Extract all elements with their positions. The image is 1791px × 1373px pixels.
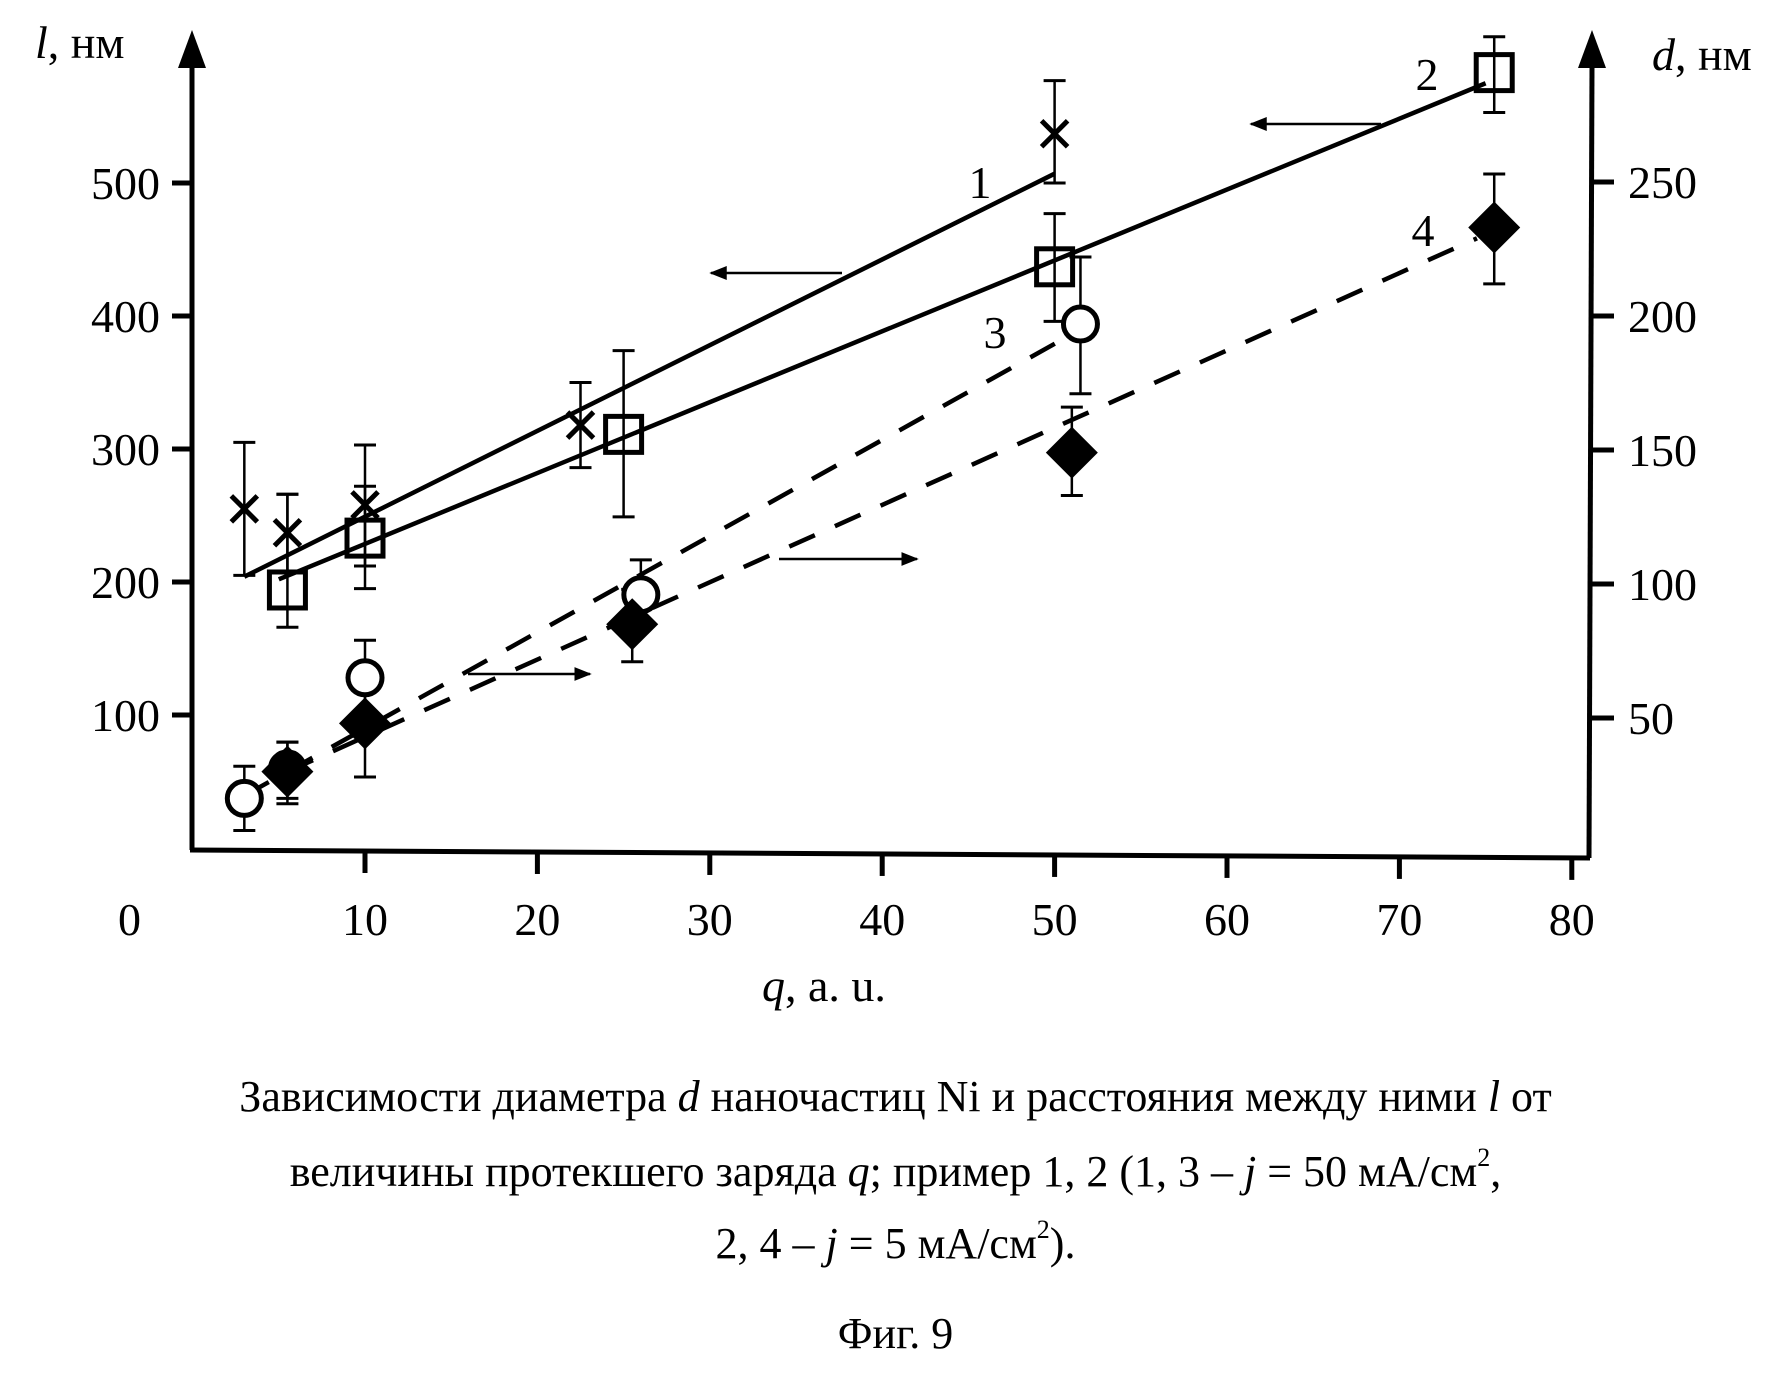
- right-y-tick-label: 100: [1628, 559, 1697, 610]
- square-marker: [1473, 52, 1515, 94]
- dual-axis-chart: 10 20 30 40 50 60 70 80100200300400500501001502…: [35, 17, 1752, 1011]
- cross-marker: [565, 410, 596, 440]
- left-y-tick-label: 100: [91, 690, 160, 741]
- series-labels: 1 2 3 4: [969, 49, 1439, 358]
- square-marker: [603, 413, 645, 455]
- caption-text: ,: [1490, 1147, 1502, 1196]
- data-markers: [224, 52, 1521, 818]
- circle-marker: [224, 778, 264, 818]
- x-tick-label: 20: [514, 894, 560, 945]
- caption-text: Зависимости диаметра: [239, 1072, 678, 1121]
- caption-text: ; пример 1, 2 (1, 3 –: [869, 1147, 1244, 1196]
- cross-marker: [350, 490, 380, 520]
- cross-marker: [229, 494, 260, 524]
- right-axis-unit: , нм: [1675, 29, 1752, 80]
- caption-superscript: 2: [1477, 1143, 1491, 1172]
- caption-text: величины протекшего заряда: [289, 1147, 848, 1196]
- x-axis-var: q: [762, 960, 785, 1011]
- fit-line-series-4: [286, 236, 1478, 774]
- caption-line-1: Зависимости диаметра d наночастиц Ni и р…: [0, 1075, 1791, 1119]
- circle-marker: [1060, 304, 1100, 344]
- diamond-marker: [339, 697, 391, 750]
- diamond-marker: [1468, 201, 1521, 254]
- circle-marker: [345, 658, 385, 698]
- fit-lines: [243, 81, 1487, 798]
- fit-line-series-2: [277, 81, 1487, 582]
- axes: [178, 30, 1606, 861]
- left-y-tick-label: 400: [91, 291, 160, 342]
- caption-var-l: l: [1487, 1072, 1501, 1121]
- caption-text: = 50 мА/см: [1256, 1147, 1478, 1196]
- ticks: [172, 179, 1614, 880]
- caption-var-q: q: [847, 1147, 870, 1196]
- caption-var-d: d: [677, 1072, 700, 1121]
- caption-text: наночастиц Ni и расстояния между ними: [699, 1072, 1488, 1121]
- right-axis-title: d, нм: [1652, 29, 1752, 80]
- left-axis-unit: , нм: [48, 17, 125, 68]
- square-marker: [1034, 246, 1076, 288]
- left-axis-var: l: [35, 17, 48, 68]
- cross-marker: [1039, 119, 1070, 149]
- left-axis-arrow-icon: [178, 30, 206, 68]
- x-axis: [189, 847, 1591, 861]
- series-label-2: 2: [1416, 49, 1439, 100]
- x-zero-label: 0: [118, 894, 141, 945]
- right-y-tick-label: 50: [1628, 693, 1674, 744]
- series-label-1: 1: [969, 157, 992, 208]
- square-marker: [266, 569, 308, 611]
- caption-text: 2, 4 –: [715, 1219, 826, 1268]
- right-y-axis: [1586, 65, 1595, 859]
- x-tick-label: 70: [1376, 894, 1422, 945]
- caption-line-2: величины протекшего заряда q; пример 1, …: [0, 1145, 1791, 1196]
- x-tick-label: 40: [859, 894, 905, 945]
- x-tick-label: 30: [687, 894, 733, 945]
- caption-superscript: 2: [1036, 1215, 1050, 1244]
- diamond-marker: [606, 598, 659, 651]
- figure-label: Фиг. 9: [837, 1309, 954, 1358]
- x-tick-label: 10: [342, 894, 388, 945]
- left-axis-title: l, нм: [35, 17, 125, 68]
- caption-text: от: [1500, 1072, 1552, 1121]
- x-tick-label: 80: [1549, 894, 1595, 945]
- caption-line-3: 2, 4 – j = 5 мА/см2).: [0, 1217, 1791, 1268]
- x-tick-label: 50: [1032, 894, 1078, 945]
- caption-var-j: j: [825, 1219, 838, 1268]
- caption-text: = 5 мА/см: [837, 1219, 1037, 1268]
- cross-marker: [272, 518, 303, 548]
- fit-line-series-1: [243, 171, 1056, 579]
- tick-labels: 10 20 30 40 50 60 70 80100200300400500501001502…: [91, 157, 1697, 945]
- diamond-marker: [1045, 426, 1098, 479]
- series-label-3: 3: [984, 307, 1007, 358]
- left-y-tick-label: 200: [91, 557, 160, 608]
- x-axis-unit: , a. u.: [785, 960, 886, 1011]
- left-y-tick-label: 500: [91, 158, 160, 209]
- right-axis-var: d: [1652, 29, 1676, 80]
- series-label-4: 4: [1412, 205, 1435, 256]
- caption-var-j: j: [1243, 1147, 1257, 1196]
- right-y-tick-label: 200: [1628, 291, 1697, 342]
- square-marker: [344, 517, 386, 559]
- x-tick-label: 60: [1204, 894, 1250, 945]
- axis-arrows: [468, 117, 1381, 681]
- left-y-tick-label: 300: [91, 424, 160, 475]
- caption-text: ).: [1049, 1219, 1076, 1268]
- right-axis-arrow-icon: [1578, 30, 1606, 68]
- diamond-marker: [261, 745, 314, 798]
- right-y-tick-label: 150: [1628, 425, 1697, 476]
- x-axis-title: q, a. u.: [762, 960, 886, 1011]
- right-y-tick-label: 250: [1628, 157, 1697, 208]
